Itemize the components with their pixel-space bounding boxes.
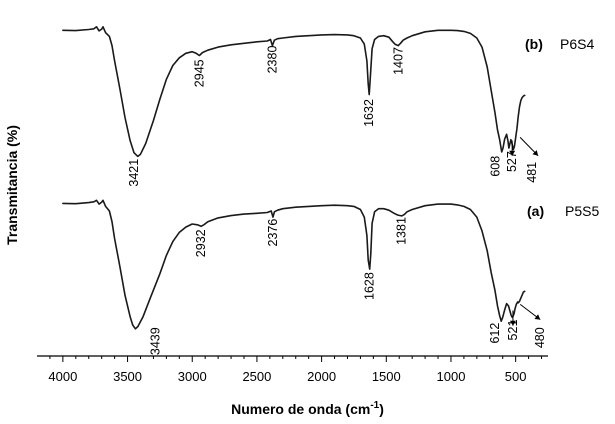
peak-label-a-480: 480 (533, 327, 547, 348)
arrow-b-481-head (532, 150, 539, 156)
peak-label-b-1632: 1632 (362, 99, 376, 127)
y-axis-label: Transmitancia (%) (4, 125, 20, 245)
peak-label-a-3439: 3439 (148, 327, 162, 355)
series-a-letter: (a) (527, 203, 544, 219)
series-line-a (62, 199, 526, 330)
x-tick-label: 1000 (437, 369, 466, 384)
peak-label-a-2376: 2376 (266, 219, 280, 247)
x-tick-label: 4000 (48, 369, 77, 384)
peak-label-a-521: 521 (506, 320, 520, 341)
x-tick-label: 3500 (113, 369, 142, 384)
annotation-layer: 3421 2945 2380 1632 1407 608 527 481 3439 2932 237… (127, 46, 547, 356)
arrow-b-527-head (509, 150, 516, 156)
x-axis-label: Numero de onda (cm-1) (231, 400, 384, 417)
series-a-label: (a) P5S5 (527, 203, 599, 219)
series-a-name: P5S5 (565, 203, 599, 219)
arrow-a-480-head (534, 314, 541, 320)
peak-label-b-527: 527 (505, 151, 519, 172)
series-layer (62, 25, 526, 330)
x-axis-label-main: Numero de onda (cm (231, 401, 370, 417)
x-tick-label: 3000 (178, 369, 207, 384)
x-tick-label: 2500 (242, 369, 271, 384)
peak-label-a-612: 612 (488, 323, 502, 344)
arrow-a-521-head (509, 320, 516, 326)
x-tick-label: 2000 (307, 369, 336, 384)
peak-label-b-2380: 2380 (265, 46, 279, 74)
peak-label-b-3421: 3421 (127, 159, 141, 187)
x-ticks: 4000 3500 3000 2500 2000 1500 1000 500 (48, 356, 543, 384)
x-tick-label: 500 (505, 369, 527, 384)
x-tick-label: 1500 (372, 369, 401, 384)
x-axis-label-close: ) (379, 401, 384, 417)
peak-label-b-608: 608 (489, 156, 503, 177)
series-b-letter: (b) (525, 36, 543, 52)
peak-label-b-2945: 2945 (192, 59, 206, 87)
peak-label-b-1407: 1407 (391, 47, 405, 75)
series-b-label: (b) P6S4 (525, 36, 594, 52)
peak-label-a-1628: 1628 (363, 272, 377, 300)
series-line-b (62, 25, 526, 158)
peak-label-b-481: 481 (525, 162, 539, 183)
peak-label-a-2932: 2932 (194, 229, 208, 257)
x-axis-label-superscript: -1 (370, 400, 379, 411)
series-b-name: P6S4 (560, 36, 594, 52)
peak-label-a-1381: 1381 (395, 217, 409, 245)
